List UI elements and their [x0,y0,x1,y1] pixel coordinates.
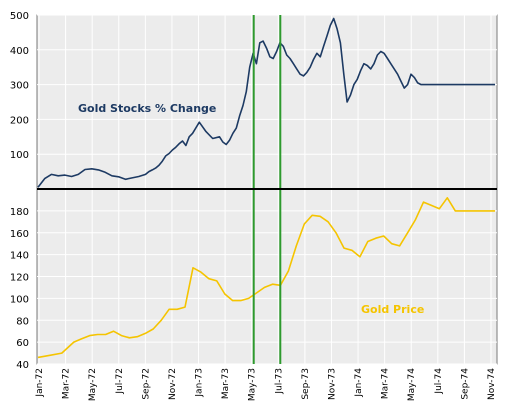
gold-stocks-line [37,17,495,188]
x-tick-label: Mar-72 [62,368,72,399]
gold-price-line [37,197,495,359]
y-tick-label-bottom: 80 [16,316,29,327]
y-tick-label-top: 500 [10,11,29,22]
y-tick-label-bottom: 120 [10,273,29,284]
x-tick-label: Sep-74 [460,368,470,400]
x-tick-label: Nov-73 [327,368,337,400]
gold-stocks-label: Gold Stocks % Change [78,102,216,115]
y-tick-label-bottom: 100 [10,294,29,305]
x-tick-label: Jul-74 [434,368,444,395]
y-tick-labels: 100 200 300 400 500 40 60 80 100 120 140 160 180 [10,11,29,371]
x-tick-label: Jan-74 [354,368,364,398]
x-tick-label: Nov-72 [168,368,178,400]
gold-stocks-series [37,17,495,188]
y-tick-label-bottom: 160 [10,229,29,240]
x-tick-label: Sep-73 [301,368,311,400]
x-tick-label: Jan-72 [35,368,45,398]
x-tick-label: Nov-74 [487,368,497,400]
y-tick-label-bottom: 180 [10,207,29,218]
y-tick-label-top: 200 [10,115,29,126]
x-tick-label: Jul-73 [274,368,284,395]
x-tick-label: May-73 [248,368,258,401]
x-tick-labels: Jan-72 Mar-72 May-72 Jul-72 Sep-72 Nov-72 Jan-… [35,368,497,401]
gold-price-label: Gold Price [361,303,424,316]
y-tick-label-bottom: 140 [10,251,29,262]
x-tick-label: Sep-72 [141,368,151,400]
y-tick-label-top: 400 [10,46,29,57]
x-tick-label: Mar-73 [221,368,231,399]
x-tick-label: May-74 [407,368,417,401]
x-tick-label: Mar-74 [381,368,391,399]
gold-price-series [37,197,495,359]
y-tick-label-top: 300 [10,81,29,92]
x-tick-label: Jul-72 [115,368,125,395]
x-tick-label: May-72 [88,368,98,401]
y-tick-label-top: 100 [10,150,29,161]
y-tick-label-bottom: 40 [16,360,29,371]
x-tick-label: Jan-73 [195,368,205,398]
y-tick-label-bottom: 60 [16,338,29,349]
